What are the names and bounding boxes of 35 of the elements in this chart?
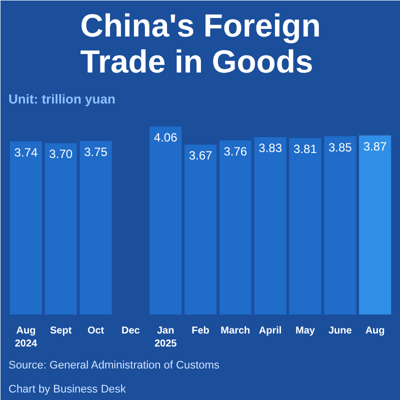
x-tick-label: Oct: [87, 326, 105, 336]
bar: [80, 140, 112, 314]
bar: [254, 137, 286, 314]
data-label: 3.74: [14, 145, 38, 160]
x-tick-label: Aug 2024: [14, 326, 38, 350]
data-label: 3.87: [363, 139, 388, 154]
bar: [324, 136, 356, 314]
x-tick-label: June: [328, 326, 352, 336]
data-label: 3.81: [294, 142, 318, 156]
data-label: 4.06: [154, 130, 178, 145]
data-label: 3.76: [224, 144, 248, 158]
bar: [184, 144, 217, 314]
data-label: 3.70: [49, 147, 73, 162]
x-tick-label: Feb: [192, 326, 210, 336]
x-tick-label: Dec: [122, 326, 140, 336]
x-tick-label: Jan 2025: [154, 326, 178, 350]
bar: [44, 143, 77, 314]
x-tick-label: March: [220, 326, 250, 336]
bar: [289, 138, 322, 314]
data-label: 3.85: [328, 140, 352, 154]
data-label: 3.67: [188, 148, 213, 163]
x-tick-label: May: [296, 326, 316, 336]
text: Chart by Business Desk: [8, 384, 126, 396]
x-tick-label: Aug: [365, 326, 385, 336]
x-tick-label: Sept: [50, 326, 72, 336]
bar: [219, 140, 252, 314]
source-note: Source: General Administration of Customs: [8, 360, 220, 372]
chart-subtitle: Unit: trillion yuan: [8, 92, 116, 106]
data-label: 3.83: [258, 141, 282, 156]
data-label: 3.75: [84, 144, 108, 159]
x-tick-label: April: [258, 326, 282, 336]
chart-title: China's Foreign Trade in Goods: [80, 8, 321, 80]
bar: [358, 135, 392, 314]
bar: [10, 141, 42, 314]
bar: [150, 126, 182, 314]
